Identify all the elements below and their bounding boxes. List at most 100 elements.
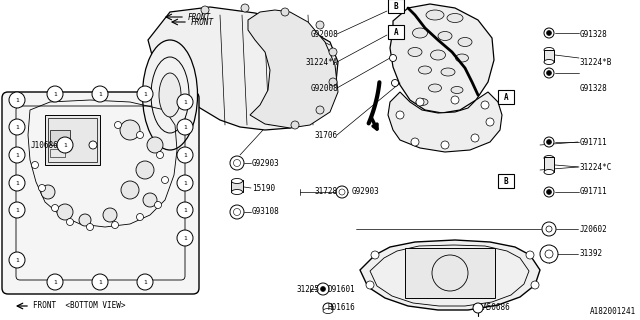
Text: H01616: H01616 xyxy=(328,303,356,313)
Circle shape xyxy=(451,96,459,104)
Text: G92008: G92008 xyxy=(310,29,338,38)
Ellipse shape xyxy=(232,189,243,195)
Circle shape xyxy=(546,226,552,232)
Circle shape xyxy=(321,286,326,292)
Polygon shape xyxy=(388,92,502,152)
Bar xyxy=(48,118,97,162)
Circle shape xyxy=(9,147,25,163)
Bar xyxy=(50,149,65,157)
Ellipse shape xyxy=(544,156,554,161)
Circle shape xyxy=(177,94,193,110)
Polygon shape xyxy=(248,10,338,128)
Bar xyxy=(45,115,100,165)
Ellipse shape xyxy=(441,68,455,76)
Text: G93108: G93108 xyxy=(252,207,280,217)
Text: 31728: 31728 xyxy=(315,188,338,196)
Circle shape xyxy=(316,21,324,29)
Text: 1: 1 xyxy=(183,180,187,186)
Circle shape xyxy=(161,177,168,183)
Circle shape xyxy=(473,303,483,313)
FancyBboxPatch shape xyxy=(2,92,199,294)
Text: 1: 1 xyxy=(183,153,187,157)
Circle shape xyxy=(111,221,118,228)
Circle shape xyxy=(547,30,552,36)
Circle shape xyxy=(120,120,140,140)
Circle shape xyxy=(177,202,193,218)
Text: A: A xyxy=(504,92,508,101)
Text: 31224*A: 31224*A xyxy=(306,58,338,67)
Text: 1: 1 xyxy=(143,279,147,284)
Circle shape xyxy=(147,137,163,153)
Circle shape xyxy=(392,79,399,86)
Circle shape xyxy=(47,86,63,102)
Ellipse shape xyxy=(408,47,422,57)
Circle shape xyxy=(201,6,209,14)
Ellipse shape xyxy=(159,73,181,117)
Bar xyxy=(498,174,514,188)
Circle shape xyxy=(390,29,397,36)
Circle shape xyxy=(281,8,289,16)
Ellipse shape xyxy=(416,99,428,106)
Circle shape xyxy=(86,223,93,230)
Text: 1: 1 xyxy=(98,279,102,284)
Polygon shape xyxy=(148,7,338,130)
Text: J20602: J20602 xyxy=(580,225,608,234)
Circle shape xyxy=(392,4,399,12)
Ellipse shape xyxy=(447,13,463,22)
Ellipse shape xyxy=(456,54,468,62)
Text: 1: 1 xyxy=(183,100,187,105)
Circle shape xyxy=(92,86,108,102)
Ellipse shape xyxy=(143,40,198,150)
Circle shape xyxy=(471,134,479,142)
Circle shape xyxy=(317,283,329,295)
Text: 1: 1 xyxy=(183,124,187,130)
Circle shape xyxy=(234,209,241,215)
Circle shape xyxy=(230,205,244,219)
Circle shape xyxy=(136,132,143,139)
Circle shape xyxy=(411,138,419,146)
Ellipse shape xyxy=(451,86,463,93)
Circle shape xyxy=(9,92,25,108)
Circle shape xyxy=(366,281,374,289)
Ellipse shape xyxy=(438,31,452,41)
Bar xyxy=(231,180,243,192)
Text: 31706: 31706 xyxy=(315,131,338,140)
Circle shape xyxy=(390,54,397,61)
Circle shape xyxy=(316,106,324,114)
Text: G92008: G92008 xyxy=(310,84,338,92)
Circle shape xyxy=(89,141,97,149)
Circle shape xyxy=(41,185,55,199)
Text: D91601: D91601 xyxy=(328,284,356,293)
Circle shape xyxy=(67,219,74,226)
Circle shape xyxy=(79,214,91,226)
Circle shape xyxy=(230,156,244,170)
Text: 31225: 31225 xyxy=(297,284,320,293)
Circle shape xyxy=(57,204,73,220)
Bar xyxy=(544,157,554,172)
Circle shape xyxy=(115,122,122,129)
Text: FRONT  <BOTTOM VIEW>: FRONT <BOTTOM VIEW> xyxy=(33,301,125,310)
Ellipse shape xyxy=(426,10,444,20)
Circle shape xyxy=(329,48,337,56)
Text: B: B xyxy=(504,177,508,186)
Text: A: A xyxy=(394,28,398,36)
Circle shape xyxy=(241,4,249,12)
Ellipse shape xyxy=(323,308,333,314)
Ellipse shape xyxy=(458,37,472,46)
Bar xyxy=(544,50,554,62)
Text: 1: 1 xyxy=(143,92,147,97)
Text: 31392: 31392 xyxy=(580,250,603,259)
Text: A50686: A50686 xyxy=(483,303,511,313)
Circle shape xyxy=(51,204,58,212)
Circle shape xyxy=(339,189,345,195)
Circle shape xyxy=(177,147,193,163)
Text: B: B xyxy=(394,2,398,11)
Ellipse shape xyxy=(419,66,431,74)
Bar xyxy=(50,130,70,145)
Circle shape xyxy=(103,208,117,222)
Bar xyxy=(498,90,514,104)
Text: G91328: G91328 xyxy=(580,29,608,38)
Bar xyxy=(388,0,404,13)
Circle shape xyxy=(544,28,554,38)
Circle shape xyxy=(481,101,489,109)
